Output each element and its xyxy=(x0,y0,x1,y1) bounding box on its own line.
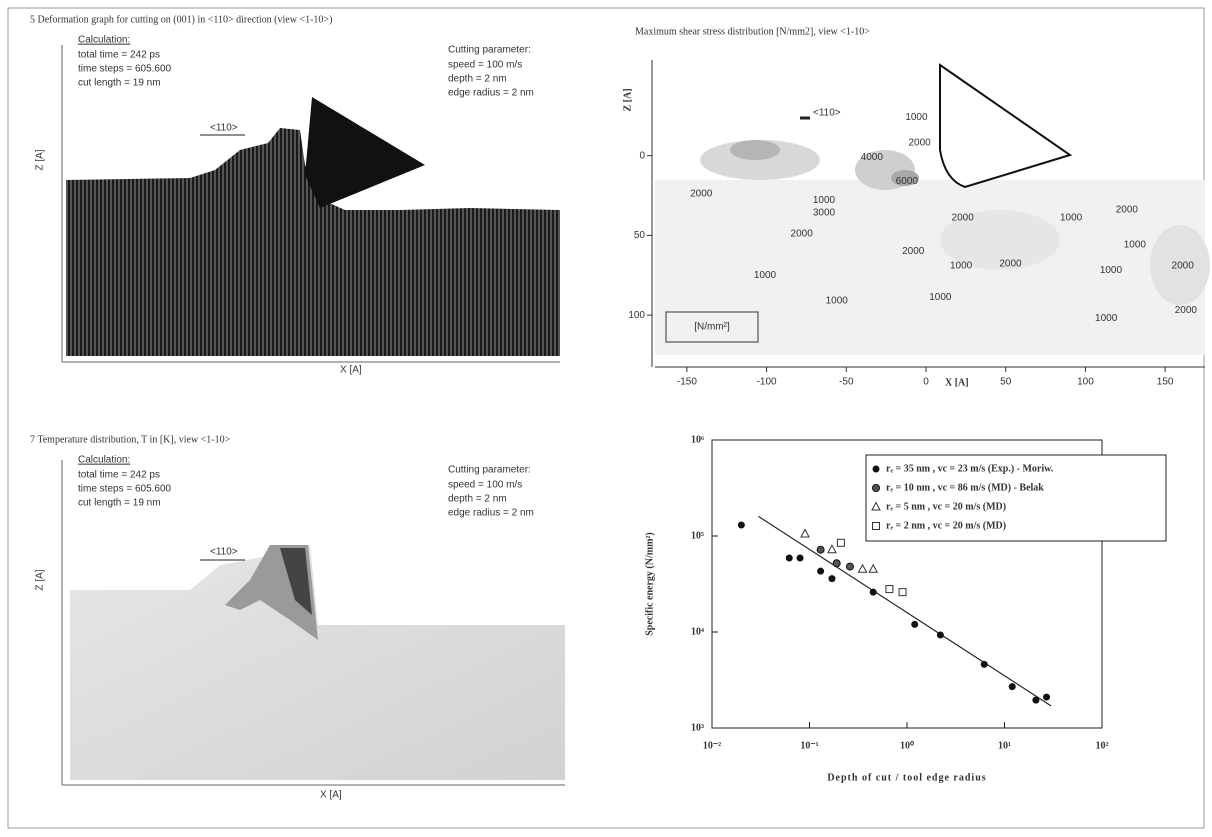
param-line: speed = 100 m/s xyxy=(448,60,522,71)
calc-heading: Calculation: xyxy=(78,455,130,466)
direction-label: <110> xyxy=(210,123,238,134)
x-tick-label: -100 xyxy=(757,377,777,388)
param-heading: Cutting parameter: xyxy=(448,45,531,56)
y-tick-label: 10⁴ xyxy=(691,626,704,637)
direction-label: <110> xyxy=(813,108,841,119)
contour-label: 1000 xyxy=(1100,265,1123,276)
point xyxy=(828,575,835,582)
axis-label: X [A] xyxy=(320,790,342,801)
param-line: edge radius = 2 nm xyxy=(448,88,534,99)
param-line: speed = 100 m/s xyxy=(448,480,522,491)
x-tick-label: 150 xyxy=(1157,377,1174,388)
legend-label: rₑ = 5 nm , vc = 20 m/s (MD) xyxy=(886,501,1006,512)
axis-label: Z [A] xyxy=(35,149,46,170)
chart-title: Maximum shear stress distribution [N/mm2… xyxy=(635,26,870,37)
x-tick-label: 10⁰ xyxy=(900,740,914,751)
y-axis-label: Z [A] xyxy=(622,88,633,111)
x-tick-label: 10⁻¹ xyxy=(800,740,818,751)
y-tick-label: 100 xyxy=(628,310,645,321)
contour-label: 1000 xyxy=(826,295,849,306)
legend-marker xyxy=(873,466,880,473)
point xyxy=(817,546,824,553)
axis-label: X [A] xyxy=(340,365,362,376)
point xyxy=(1043,694,1050,701)
panel-title: 5 Deformation graph for cutting on (001)… xyxy=(30,14,332,25)
contour-label: 1000 xyxy=(813,195,836,206)
direction-label: <110> xyxy=(210,547,238,558)
point xyxy=(833,560,840,567)
param-line: depth = 2 nm xyxy=(448,74,507,85)
contour-label: 2000 xyxy=(909,138,932,149)
figure-page: 5 Deformation graph for cutting on (001)… xyxy=(0,0,1212,837)
y-tick-label: 10³ xyxy=(691,722,704,733)
point xyxy=(797,554,804,561)
legend-label: rₑ = 35 nm , vc = 23 m/s (Exp.) - Moriw. xyxy=(886,463,1054,474)
contour-label: 2000 xyxy=(1116,205,1139,216)
contour-label: 2000 xyxy=(952,213,975,224)
x-tick-label: -50 xyxy=(839,377,854,388)
calc-line: cut length = 19 nm xyxy=(78,78,161,89)
contour-label: 6000 xyxy=(896,176,919,187)
point xyxy=(911,621,918,628)
point xyxy=(817,568,824,575)
calc-line: cut length = 19 nm xyxy=(78,498,161,509)
contour-label: 2000 xyxy=(999,259,1022,270)
point xyxy=(981,661,988,668)
calc-line: time steps = 605.600 xyxy=(78,484,172,495)
legend-marker xyxy=(873,485,880,492)
y-tick-label: 0 xyxy=(639,150,645,161)
point xyxy=(1032,697,1039,704)
contour-label: 1000 xyxy=(929,292,952,303)
calc-line: total time = 242 ps xyxy=(78,470,160,481)
contour-label: 1000 xyxy=(754,270,777,281)
contour-label: 1000 xyxy=(1095,313,1118,324)
point xyxy=(846,563,853,570)
point xyxy=(870,589,877,596)
calc-line: time steps = 605.600 xyxy=(78,64,172,75)
y-tick-label: 10⁵ xyxy=(691,530,704,541)
x-tick-label: -150 xyxy=(677,377,697,388)
contour-label: 2000 xyxy=(690,189,713,200)
x-tick-label: 10¹ xyxy=(998,740,1011,751)
contour-label: 2000 xyxy=(1175,305,1198,316)
param-line: depth = 2 nm xyxy=(448,494,507,505)
point xyxy=(786,554,793,561)
contour-label: 2000 xyxy=(902,246,925,257)
calc-heading: Calculation: xyxy=(78,35,130,46)
contour-label: 2000 xyxy=(1172,260,1195,271)
x-axis-label: X [A] xyxy=(945,377,969,388)
point xyxy=(738,522,745,529)
calc-line: total time = 242 ps xyxy=(78,50,160,61)
contour-label: 4000 xyxy=(861,152,884,163)
point xyxy=(1009,683,1016,690)
x-axis-label: Depth of cut / tool edge radius xyxy=(827,772,986,783)
axis-label: Z [A] xyxy=(35,569,46,590)
contour-label: 1000 xyxy=(950,260,973,271)
x-tick-label: 50 xyxy=(1000,377,1012,388)
x-tick-label: 0 xyxy=(923,377,929,388)
legend-label: rₑ = 10 nm , vc = 86 m/s (MD) - Belak xyxy=(886,482,1044,493)
unit-label: [N/mm²] xyxy=(694,322,730,333)
x-tick-label: 10⁻² xyxy=(703,740,721,751)
contour-label: 2000 xyxy=(791,228,814,239)
point xyxy=(937,632,944,639)
contour-label: 3000 xyxy=(813,208,836,219)
contour-label: 1000 xyxy=(1060,213,1083,224)
contour-label: 1000 xyxy=(1124,240,1147,251)
x-tick-label: 100 xyxy=(1077,377,1094,388)
legend-label: rₑ = 2 nm , vc = 20 m/s (MD) xyxy=(886,520,1006,531)
param-heading: Cutting parameter: xyxy=(448,465,531,476)
x-tick-label: 10² xyxy=(1096,740,1109,751)
param-line: edge radius = 2 nm xyxy=(448,508,534,519)
y-tick-label: 50 xyxy=(634,230,646,241)
contour-label: 1000 xyxy=(905,112,928,123)
y-axis-label: Specific energy (N/mm²) xyxy=(644,532,655,636)
y-tick-label: 10⁶ xyxy=(691,434,704,445)
panel-title: 7 Temperature distribution, T in [K], vi… xyxy=(30,434,231,445)
